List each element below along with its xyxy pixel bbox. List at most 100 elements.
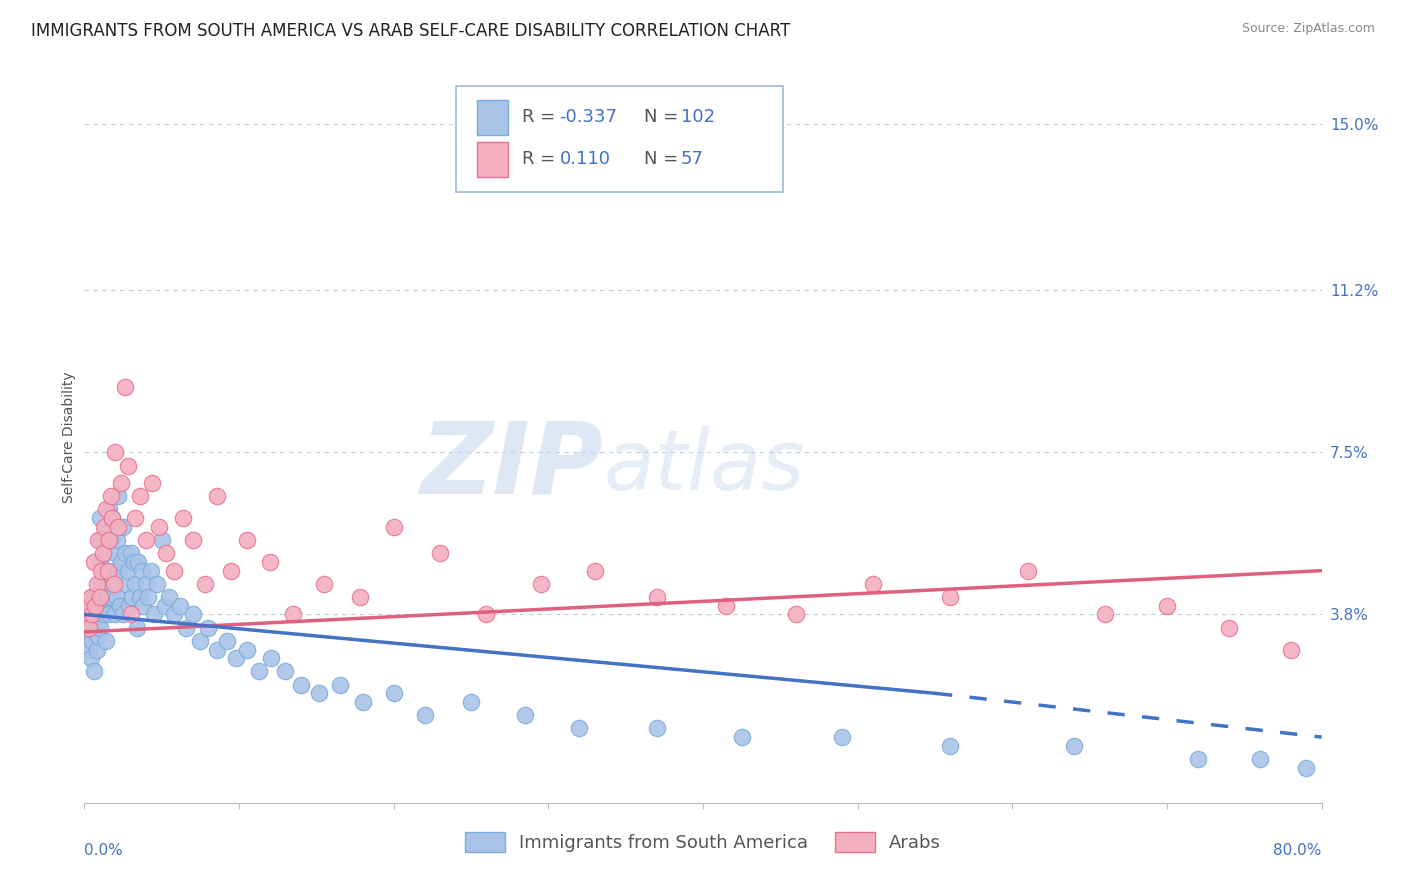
Point: [77, 621, 100, 635]
Point: [115, 576, 138, 591]
Point: [94, 502, 117, 516]
Point: [96, 533, 118, 547]
Point: [100, 573, 122, 587]
Point: [197, 621, 219, 635]
Text: 57: 57: [681, 150, 704, 168]
Point: [79, 651, 101, 665]
Point: [110, 555, 132, 569]
Point: [143, 607, 166, 622]
Point: [103, 576, 125, 591]
Point: [90, 576, 112, 591]
Point: [135, 576, 157, 591]
Point: [82, 633, 104, 648]
Point: [349, 590, 371, 604]
Point: [112, 520, 135, 534]
Point: [100, 533, 122, 547]
Point: [84, 599, 107, 613]
Point: [188, 633, 211, 648]
FancyBboxPatch shape: [456, 86, 783, 192]
Point: [76, 599, 98, 613]
Point: [153, 599, 176, 613]
Point: [110, 476, 132, 491]
Point: [93, 520, 115, 534]
Point: [117, 564, 139, 578]
Text: -0.337: -0.337: [560, 109, 617, 127]
Point: [77, 599, 100, 613]
Point: [308, 686, 330, 700]
Point: [75, 621, 97, 635]
Point: [131, 564, 153, 578]
Point: [96, 564, 118, 578]
Point: [219, 564, 242, 578]
Point: [87, 533, 110, 547]
Point: [146, 576, 169, 591]
Point: [163, 564, 186, 578]
Point: [89, 621, 111, 635]
Point: [785, 607, 807, 622]
Text: ZIP: ZIP: [420, 417, 605, 515]
Point: [91, 599, 114, 613]
Point: [328, 677, 352, 691]
Point: [82, 621, 104, 635]
Point: [86, 642, 108, 657]
Point: [382, 686, 405, 700]
Point: [98, 533, 121, 547]
Point: [382, 520, 405, 534]
Point: [101, 511, 124, 525]
Point: [108, 599, 131, 613]
Point: [79, 590, 101, 604]
Point: [235, 642, 259, 657]
Point: [1295, 761, 1317, 775]
Point: [207, 642, 229, 657]
Text: 0.110: 0.110: [560, 150, 610, 168]
Point: [1017, 564, 1039, 578]
Point: [150, 533, 173, 547]
Point: [90, 533, 112, 547]
Point: [114, 380, 136, 394]
Point: [714, 599, 737, 613]
Point: [141, 476, 163, 491]
Point: [568, 722, 591, 736]
Point: [225, 651, 247, 665]
Point: [831, 730, 853, 744]
Point: [475, 607, 498, 622]
Point: [101, 590, 124, 604]
Point: [312, 576, 335, 591]
Point: [1094, 607, 1116, 622]
Point: [136, 590, 159, 604]
Point: [260, 651, 283, 665]
Point: [163, 607, 186, 622]
Point: [181, 533, 204, 547]
Point: [169, 599, 191, 613]
Point: [75, 607, 97, 622]
Point: [429, 546, 451, 560]
Point: [76, 629, 98, 643]
Point: [100, 489, 122, 503]
Point: [79, 607, 101, 622]
Text: R =: R =: [523, 109, 561, 127]
Point: [155, 546, 177, 560]
FancyBboxPatch shape: [477, 142, 508, 177]
Point: [124, 511, 146, 525]
Point: [194, 576, 217, 591]
Point: [104, 546, 127, 560]
Point: [104, 607, 127, 622]
Point: [103, 564, 125, 578]
Point: [259, 555, 281, 569]
Point: [124, 576, 146, 591]
Point: [120, 607, 142, 622]
Point: [215, 633, 238, 648]
Point: [247, 665, 270, 679]
Point: [90, 564, 112, 578]
Point: [107, 520, 129, 534]
Point: [1249, 752, 1271, 766]
Point: [112, 607, 135, 622]
Point: [117, 458, 139, 473]
Point: [1218, 621, 1240, 635]
Text: 80.0%: 80.0%: [1274, 843, 1322, 858]
Point: [79, 590, 101, 604]
Point: [132, 599, 155, 613]
Text: Source: ZipAtlas.com: Source: ZipAtlas.com: [1241, 22, 1375, 36]
Point: [101, 511, 124, 525]
Point: [176, 621, 198, 635]
